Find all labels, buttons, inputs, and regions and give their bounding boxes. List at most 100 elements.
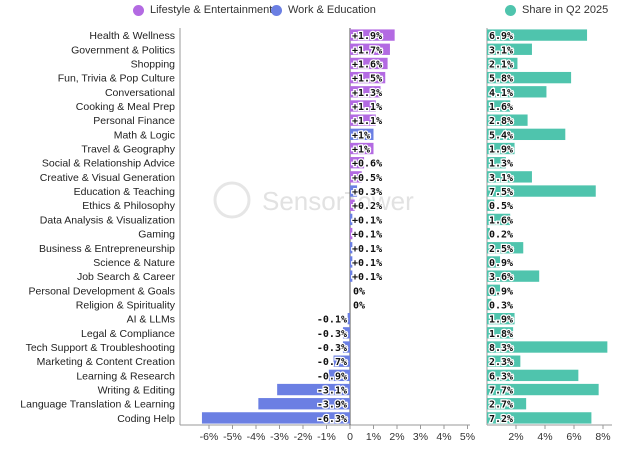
category-label: Social & Relationship Advice — [42, 158, 175, 170]
category-label: Cooking & Meal Prep — [76, 101, 175, 113]
share-value-label: 3.6% — [489, 272, 513, 283]
share-bar — [487, 157, 506, 169]
category-label: Fun, Trivia & Pop Culture — [58, 73, 175, 85]
change-value-label: +0.1% — [352, 258, 382, 269]
x-tick-label: 3% — [413, 431, 428, 443]
change-bar — [350, 71, 386, 84]
legend-lifestyle-label: Lifestyle & Entertainment — [150, 4, 273, 16]
change-bar — [350, 114, 376, 126]
share-value-label: 2.8% — [489, 116, 513, 127]
category-label: Language Translation & Learning — [20, 399, 175, 411]
share-bar — [487, 327, 514, 339]
category-label: Ethics & Philosophy — [82, 200, 176, 212]
x-tick-label: -4% — [247, 431, 266, 443]
change-value-label: +1.5% — [352, 74, 382, 85]
legend-work: Work & Education — [271, 4, 376, 16]
change-value-label: +0.5% — [352, 173, 382, 184]
x-tick-label: 0 — [347, 431, 353, 443]
share-value-label: 4.1% — [489, 88, 513, 99]
change-value-label: +1.3% — [352, 88, 382, 99]
category-label: Marketing & Content Creation — [37, 356, 175, 368]
share-value-label: 1.6% — [489, 102, 513, 113]
change-value-label: +0.2% — [352, 201, 382, 212]
share-value-label: 3.1% — [489, 45, 513, 56]
share-bar — [487, 142, 515, 155]
share-bar — [487, 383, 599, 396]
category-label: Government & Politics — [71, 44, 175, 56]
x-tick-label: 2% — [389, 431, 404, 443]
change-value-label: -0.7% — [317, 357, 347, 368]
share-value-label: 1.9% — [489, 145, 513, 156]
change-value-label: +0.1% — [352, 215, 382, 226]
share-value-label: 6.9% — [489, 31, 513, 42]
category-label: Science & Nature — [93, 257, 175, 269]
share-bar — [487, 256, 501, 268]
share-value-label: 2.5% — [489, 244, 513, 255]
change-bar — [350, 86, 381, 98]
legend-work-swatch — [271, 4, 282, 16]
change-value-label: 0% — [353, 300, 365, 311]
share-tick-label: 8% — [595, 431, 610, 443]
share-bar — [487, 355, 521, 367]
change-value-label: +1.1% — [352, 102, 382, 113]
share-bar — [487, 341, 608, 353]
category-label: Education & Teaching — [74, 186, 176, 198]
share-tick-label: 4% — [537, 431, 552, 443]
share-value-label: 0.5% — [489, 201, 513, 212]
category-label: Personal Finance — [93, 115, 175, 127]
x-tick-label: 5% — [460, 431, 475, 443]
watermark-text: SensorTower — [262, 186, 414, 216]
change-value-label: -3.1% — [317, 386, 347, 397]
change-bar — [328, 369, 350, 382]
change-value-label: 0% — [353, 286, 365, 297]
x-tick-label: -6% — [200, 431, 219, 443]
share-value-label: 0.9% — [489, 258, 513, 269]
change-value-label: -0.1% — [317, 315, 347, 326]
share-bar — [487, 227, 490, 240]
share-value-label: 5.8% — [489, 74, 513, 85]
change-bar — [350, 213, 353, 226]
share-value-label: 5.4% — [489, 130, 513, 141]
share-bar — [487, 29, 588, 41]
category-label: Travel & Geography — [81, 144, 175, 156]
share-bar — [487, 270, 540, 282]
share-bar — [487, 100, 511, 112]
category-label: Creative & Visual Generation — [40, 172, 175, 184]
change-bar — [258, 398, 350, 410]
change-value-label: +0.6% — [352, 159, 382, 170]
share-bar — [487, 185, 596, 197]
share-bar — [487, 71, 572, 84]
change-value-label: +1.6% — [352, 59, 382, 70]
share-value-label: 8.3% — [489, 343, 513, 354]
share-bar — [487, 398, 527, 410]
share-bar — [487, 412, 592, 424]
legend-work-label: Work & Education — [288, 4, 376, 16]
legend-share: Share in Q2 2025 — [505, 4, 608, 16]
x-tick-label: -2% — [294, 431, 313, 443]
share-bar — [487, 369, 579, 382]
category-label: Religion & Spirituality — [76, 299, 176, 311]
share-bar — [487, 298, 492, 311]
share-value-label: 2.3% — [489, 357, 513, 368]
share-bar — [487, 312, 515, 325]
change-bar — [350, 185, 358, 197]
change-value-label: -0.3% — [317, 343, 347, 354]
share-bar — [487, 128, 566, 141]
share-bar — [487, 284, 501, 296]
legend-share-swatch — [505, 4, 516, 16]
share-value-label: 6.3% — [489, 371, 513, 382]
change-bar — [342, 341, 350, 353]
share-value-label: 0.9% — [489, 286, 513, 297]
change-bar — [350, 100, 376, 112]
category-label: Math & Logic — [114, 129, 175, 141]
category-label: Tech Support & Troubleshooting — [26, 342, 176, 354]
change-value-label: +0.1% — [352, 244, 382, 255]
category-label: Health & Wellness — [89, 30, 175, 42]
x-tick-label: 1% — [366, 431, 381, 443]
category-label: AI & LLMs — [127, 314, 175, 326]
change-bar — [350, 270, 353, 282]
change-bar — [350, 128, 374, 141]
change-bar — [350, 227, 353, 240]
change-value-label: -6.3% — [317, 414, 347, 425]
